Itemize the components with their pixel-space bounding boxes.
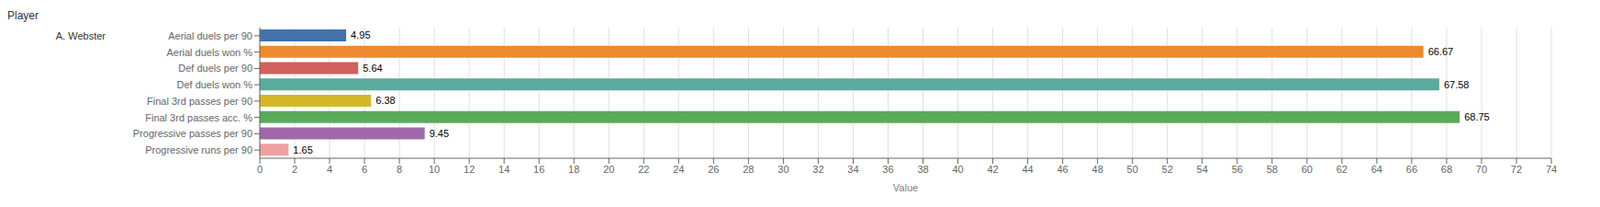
- svg-text:16: 16: [533, 163, 545, 175]
- svg-text:Aerial duels won %: Aerial duels won %: [166, 46, 253, 58]
- svg-text:44: 44: [1021, 163, 1033, 175]
- svg-text:9.45: 9.45: [429, 127, 449, 139]
- svg-text:Progressive passes per 90: Progressive passes per 90: [133, 127, 253, 139]
- svg-text:Def duels won %: Def duels won %: [176, 78, 253, 90]
- svg-text:40: 40: [951, 163, 963, 175]
- svg-text:48: 48: [1092, 163, 1104, 175]
- svg-text:54: 54: [1197, 163, 1209, 175]
- svg-text:32: 32: [812, 163, 824, 175]
- svg-text:10: 10: [428, 163, 440, 175]
- svg-text:Def duels per 90: Def duels per 90: [178, 62, 253, 74]
- svg-text:62: 62: [1336, 163, 1348, 175]
- svg-text:Final 3rd passes acc. %: Final 3rd passes acc. %: [145, 111, 253, 124]
- svg-text:66: 66: [1406, 163, 1418, 175]
- svg-text:20: 20: [603, 163, 615, 175]
- svg-text:24: 24: [672, 163, 684, 175]
- svg-text:52: 52: [1162, 163, 1174, 175]
- svg-text:4: 4: [326, 163, 333, 175]
- svg-text:64: 64: [1371, 163, 1383, 175]
- svg-text:66.67: 66.67: [1428, 45, 1455, 57]
- svg-text:14: 14: [498, 163, 510, 175]
- svg-text:Aerial duels per 90: Aerial duels per 90: [167, 30, 253, 42]
- svg-text:46: 46: [1056, 163, 1068, 175]
- svg-text:22: 22: [637, 163, 649, 175]
- svg-text:74: 74: [1545, 163, 1557, 175]
- svg-text:36: 36: [882, 163, 894, 175]
- svg-text:60: 60: [1301, 163, 1313, 175]
- svg-text:12: 12: [463, 163, 475, 175]
- svg-text:34: 34: [847, 163, 859, 175]
- svg-text:A. Webster: A. Webster: [55, 30, 107, 42]
- svg-text:5.64: 5.64: [362, 62, 382, 74]
- svg-text:28: 28: [742, 163, 754, 175]
- svg-text:38: 38: [917, 163, 929, 175]
- svg-text:Final 3rd passes per 90: Final 3rd passes per 90: [146, 95, 253, 107]
- svg-text:8: 8: [396, 163, 403, 175]
- svg-text:67.58: 67.58: [1443, 78, 1470, 90]
- svg-text:Progressive runs per 90: Progressive runs per 90: [145, 144, 253, 156]
- svg-text:1.65: 1.65: [292, 144, 313, 156]
- svg-text:70: 70: [1476, 163, 1488, 175]
- svg-text:50: 50: [1127, 163, 1139, 175]
- svg-text:26: 26: [707, 163, 719, 175]
- svg-text:42: 42: [986, 163, 998, 175]
- svg-text:6: 6: [361, 163, 368, 175]
- svg-text:30: 30: [777, 163, 789, 175]
- svg-text:72: 72: [1510, 163, 1522, 175]
- svg-text:18: 18: [568, 163, 580, 175]
- svg-text:68.75: 68.75: [1464, 111, 1490, 123]
- svg-text:Value: Value: [893, 181, 918, 193]
- svg-text:56: 56: [1231, 163, 1243, 175]
- svg-text:68: 68: [1441, 163, 1453, 175]
- svg-text:4.95: 4.95: [350, 29, 370, 41]
- html-text:Player: Player: [7, 9, 39, 23]
- svg-text:0: 0: [257, 163, 263, 175]
- svg-text:2: 2: [291, 163, 298, 175]
- svg-text:6.38: 6.38: [375, 94, 395, 106]
- svg-text:58: 58: [1266, 163, 1278, 175]
